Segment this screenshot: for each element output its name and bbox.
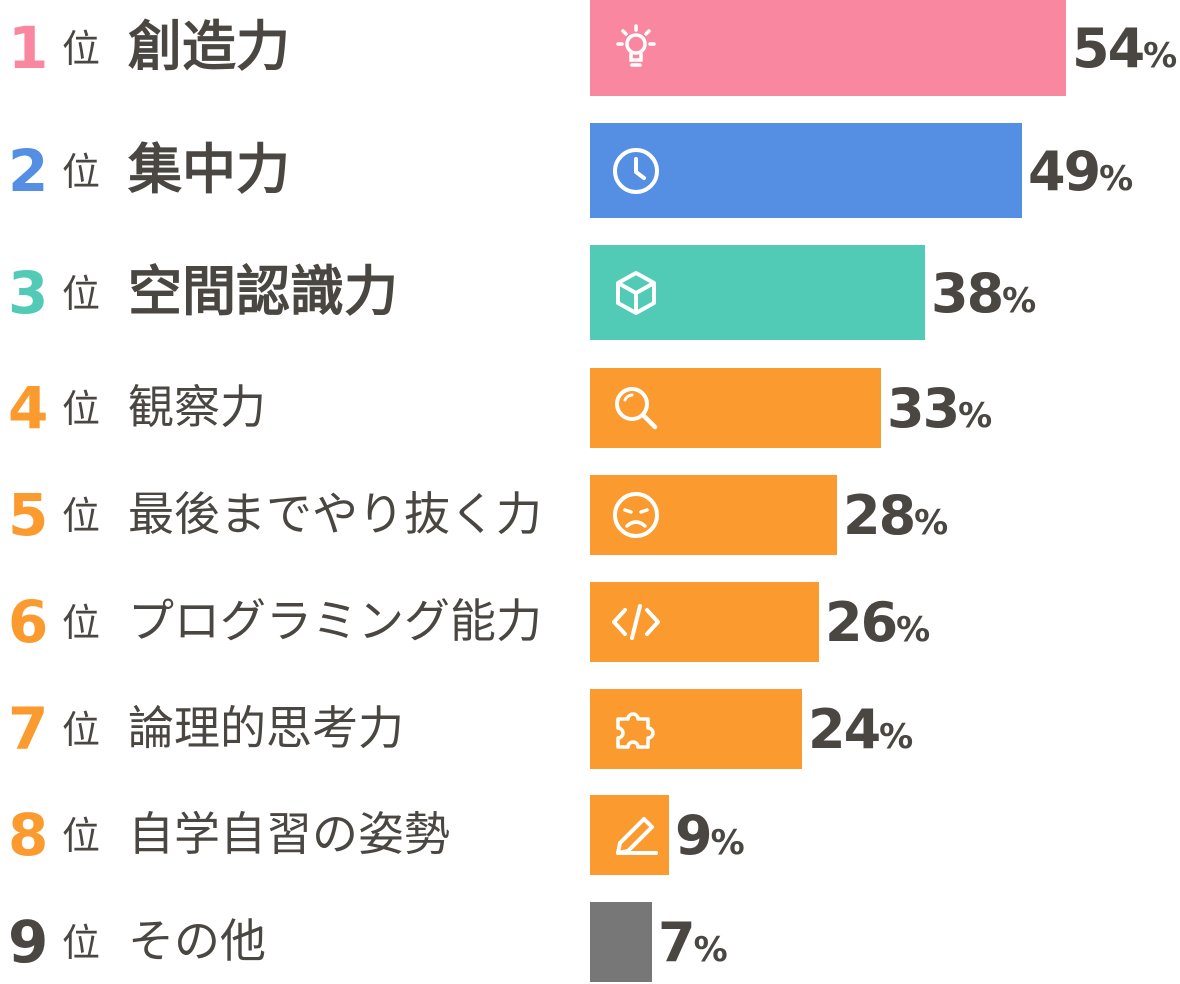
value-label: 24% xyxy=(808,703,913,757)
value-label: 26% xyxy=(825,596,930,650)
percent-sign: % xyxy=(896,610,931,650)
bar xyxy=(590,582,819,662)
percent-sign: % xyxy=(710,823,745,863)
value-number: 33 xyxy=(887,377,960,440)
rank-suffix: 位 xyxy=(62,601,101,645)
bar xyxy=(590,475,837,555)
category-label: 論理的思考力 xyxy=(128,701,404,755)
rank-number: 1 xyxy=(8,14,49,82)
rank-suffix: 位 xyxy=(62,494,101,538)
value-label: 33% xyxy=(887,382,992,436)
percent-sign: % xyxy=(879,717,914,757)
rank-number: 2 xyxy=(8,136,49,205)
category-label: 自学自習の姿勢 xyxy=(128,807,450,861)
value-number: 9 xyxy=(675,804,713,867)
value-label: 54% xyxy=(1072,22,1177,76)
value-label: 7% xyxy=(658,916,728,970)
rank-suffix: 位 xyxy=(62,387,101,431)
rank-number: 5 xyxy=(8,481,49,549)
rank-number: 8 xyxy=(8,801,49,869)
bar xyxy=(590,795,669,875)
value-label: 49% xyxy=(1028,144,1134,199)
percent-sign: % xyxy=(958,396,993,436)
rank-suffix: 位 xyxy=(62,921,101,965)
magnifier-icon xyxy=(615,387,658,430)
category-label: 観察力 xyxy=(128,380,266,434)
clock-icon xyxy=(613,147,659,194)
rank-number: 6 xyxy=(8,588,49,656)
percent-sign: % xyxy=(1099,158,1134,199)
rank-number: 9 xyxy=(8,908,49,976)
category-label: 最後までやり抜く力 xyxy=(128,487,542,541)
rank-suffix: 位 xyxy=(62,27,101,71)
category-label: 創造力 xyxy=(128,15,290,78)
percent-sign: % xyxy=(693,930,728,970)
cube-icon xyxy=(616,270,656,315)
rank-suffix: 位 xyxy=(62,814,101,858)
value-number: 49 xyxy=(1028,139,1101,203)
value-number: 26 xyxy=(825,591,898,654)
value-label: 28% xyxy=(843,489,948,543)
value-number: 54 xyxy=(1072,17,1145,80)
rank-number: 4 xyxy=(8,374,49,442)
value-number: 7 xyxy=(658,911,696,974)
percent-sign: % xyxy=(914,503,949,543)
rank-number: 7 xyxy=(8,695,49,763)
bar xyxy=(590,368,881,448)
bar xyxy=(590,245,925,340)
value-number: 28 xyxy=(843,484,916,547)
category-label: プログラミング能力 xyxy=(128,594,542,648)
bar xyxy=(590,689,802,769)
percent-sign: % xyxy=(1143,36,1178,76)
category-label: その他 xyxy=(128,914,266,968)
frown-face-icon xyxy=(613,492,659,538)
value-label: 9% xyxy=(675,809,745,863)
value-label: 38% xyxy=(931,266,1037,321)
puzzle-icon xyxy=(616,712,655,749)
bar xyxy=(590,902,652,982)
value-number: 38 xyxy=(931,261,1004,325)
rank-suffix: 位 xyxy=(62,271,101,316)
code-icon xyxy=(612,604,660,640)
value-number: 24 xyxy=(808,698,881,761)
rank-suffix: 位 xyxy=(62,708,101,752)
lightbulb-icon xyxy=(616,24,656,67)
bar xyxy=(590,0,1066,96)
rank-suffix: 位 xyxy=(62,149,101,194)
percent-sign: % xyxy=(1002,280,1037,321)
bar xyxy=(590,123,1022,218)
category-label: 空間認識力 xyxy=(128,259,398,323)
pencil-icon xyxy=(616,817,658,855)
rank-number: 3 xyxy=(8,258,49,327)
category-label: 集中力 xyxy=(128,137,290,201)
